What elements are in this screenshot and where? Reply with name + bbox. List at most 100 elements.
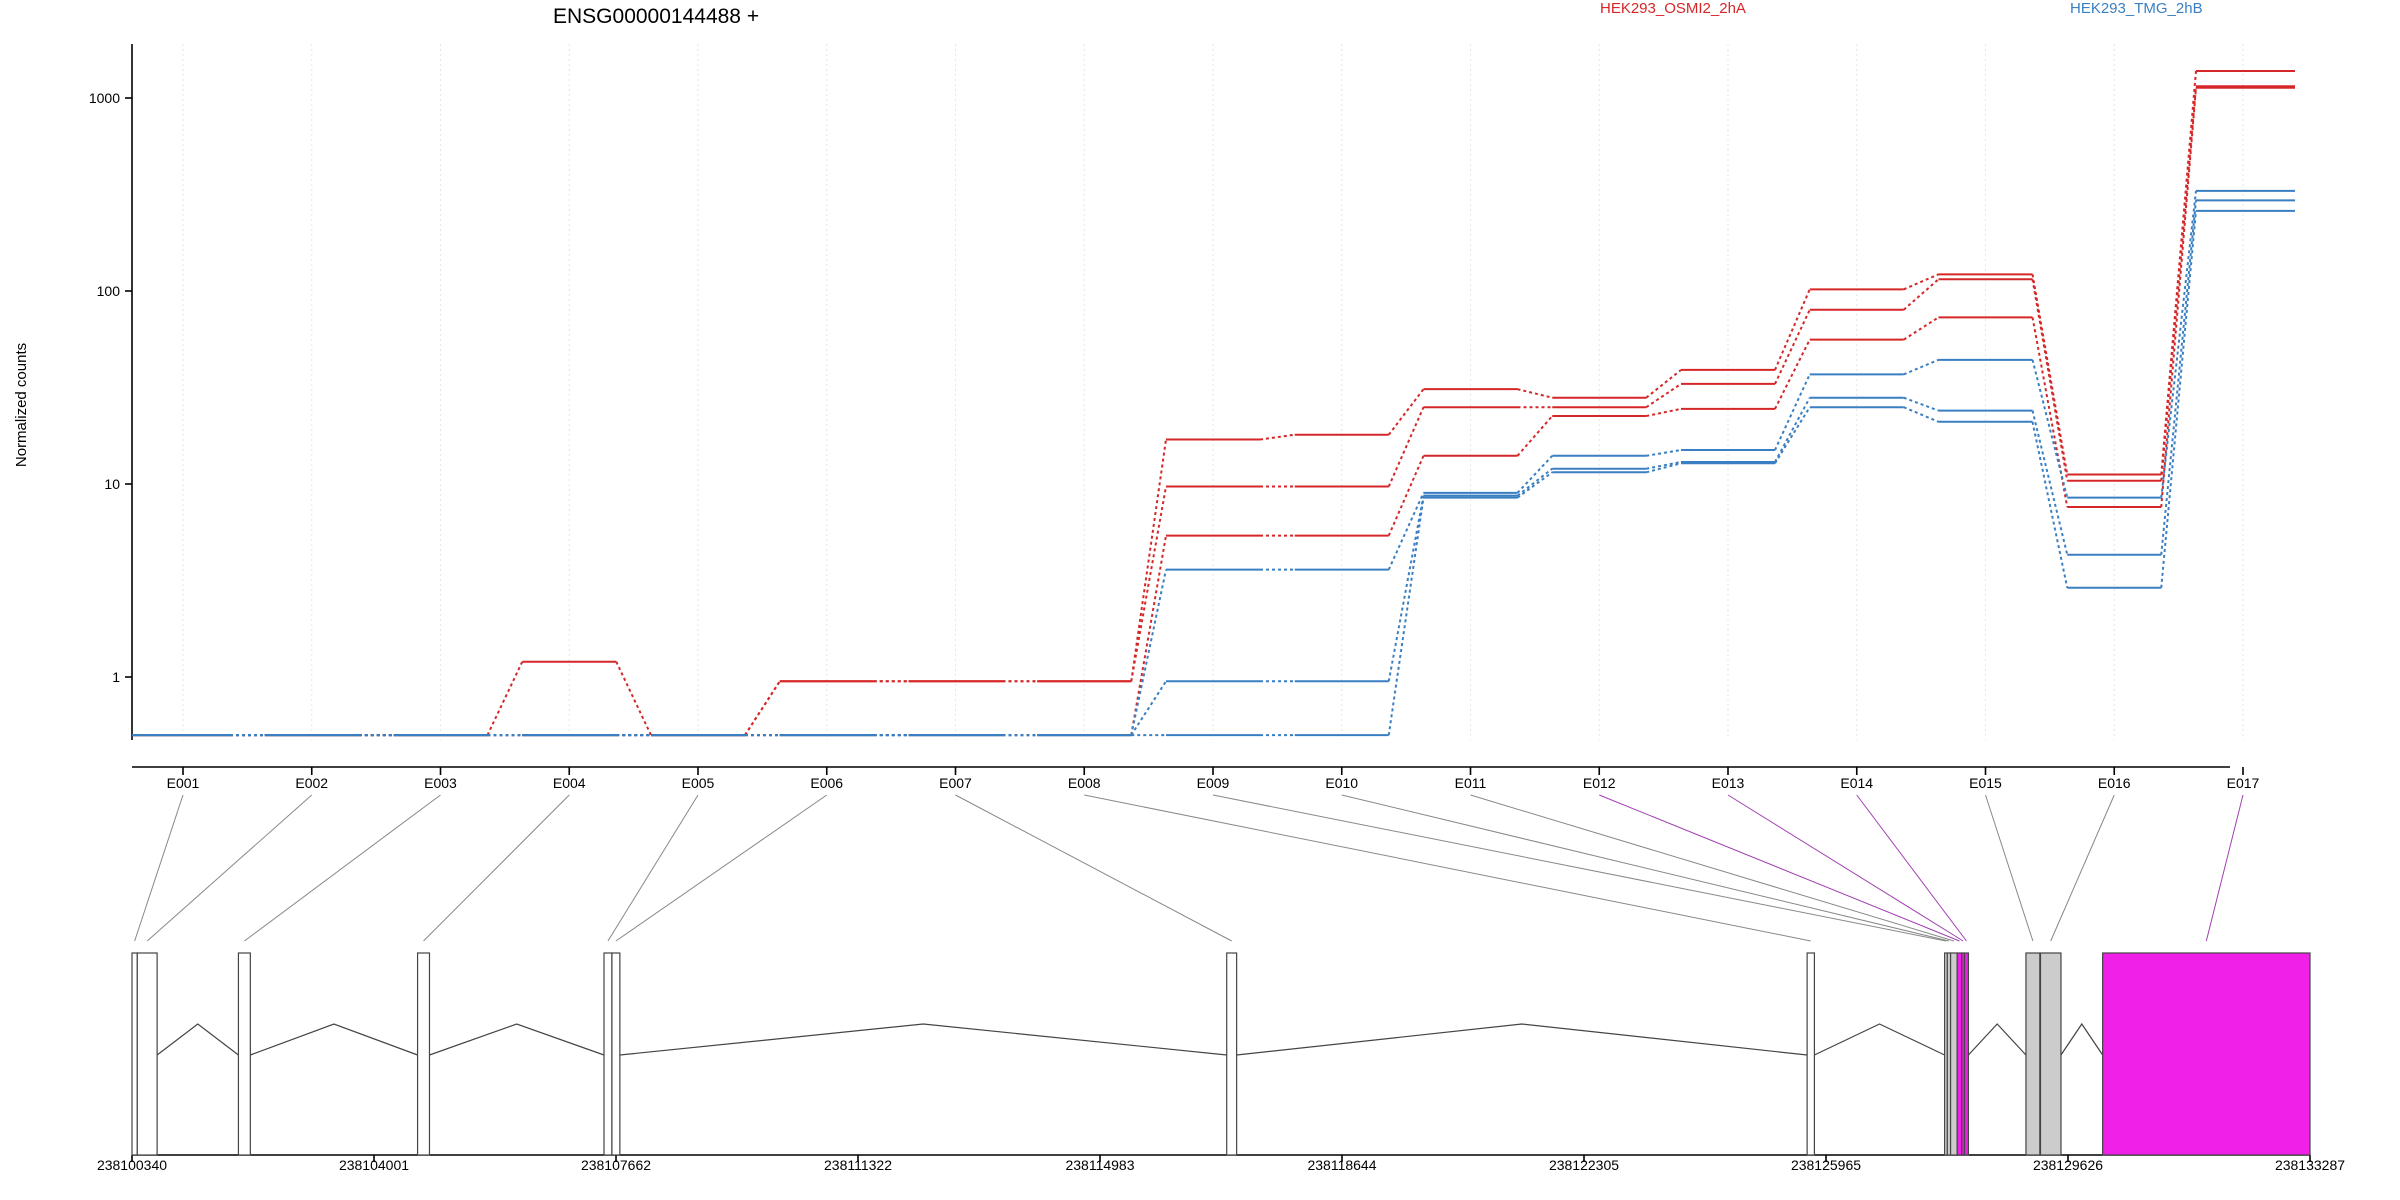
series-4-connector xyxy=(2160,200,2197,555)
genome-tick-label: 238111322 xyxy=(824,1157,892,1173)
genome-tick-label: 238114983 xyxy=(1065,1157,1134,1173)
series-3-connector xyxy=(1774,373,1811,451)
series-3-connector xyxy=(1646,449,1682,457)
series-0-connector xyxy=(1517,388,1553,399)
plot-grid xyxy=(182,44,2244,740)
x-tick-label: E011 xyxy=(1455,775,1487,791)
x-tick-label: E009 xyxy=(1197,775,1230,791)
exon-box xyxy=(2039,952,2062,1156)
series-0-connector xyxy=(1130,439,1167,682)
exon-box xyxy=(131,952,138,1156)
exon-box xyxy=(136,952,158,1156)
plot-axes: 1 10 100 1000 E001 E002 E003 E004 E005 E006 E007 E0… xyxy=(89,44,2345,1173)
y-tick-label: 1 xyxy=(112,669,120,685)
genome-tick-label: 238133287 xyxy=(2275,1157,2345,1173)
series-3-connector xyxy=(1130,569,1167,736)
exon-box xyxy=(603,952,613,1156)
intron-line xyxy=(1967,1023,2027,1056)
series-2-connector xyxy=(1387,455,1425,537)
exon-box xyxy=(1226,952,1238,1156)
intron-line xyxy=(2060,1022,2104,1056)
x-tick-label: E013 xyxy=(1712,775,1745,791)
exon-link-e007 xyxy=(955,794,1232,942)
series-4-connector xyxy=(1774,397,1811,463)
genome-tick-label: 238118644 xyxy=(1307,1157,1376,1173)
series-0-connector xyxy=(1259,433,1295,441)
series-4-connector xyxy=(2031,410,2069,555)
exon-link-e017 xyxy=(2205,794,2244,942)
series-1-connector xyxy=(744,680,781,736)
series-5-connector xyxy=(2031,421,2069,588)
exon-link-e013 xyxy=(1727,794,1964,942)
exon-link-e009 xyxy=(1212,794,1947,942)
intron-line xyxy=(1236,1023,1808,1056)
exon-box xyxy=(611,952,621,1156)
series-lines xyxy=(132,70,2295,737)
exon-link-e010 xyxy=(1341,794,1950,942)
series-0-connector xyxy=(1903,273,1939,291)
y-tick-label: 1000 xyxy=(89,90,120,106)
legend-entry-osmi: HEK293_OSMI2_2hA xyxy=(1600,0,1746,17)
series-1-connector xyxy=(1130,486,1167,682)
exon-box xyxy=(2102,952,2311,1156)
series-4-connector xyxy=(1516,467,1553,497)
series-3-connector xyxy=(1903,358,1939,376)
series-4-connector xyxy=(1903,396,1939,412)
series-0-connector xyxy=(615,661,652,736)
x-tick-label: E005 xyxy=(682,775,715,791)
exon-link-e004 xyxy=(423,794,570,942)
series-1-connector xyxy=(1387,406,1425,487)
genome-tick-label: 238100340 xyxy=(97,1157,167,1173)
series-4-connector xyxy=(1387,495,1425,682)
series-0-connector xyxy=(1645,369,1682,399)
exon-link-e012 xyxy=(1599,794,1960,942)
exon-link-e003 xyxy=(244,794,441,942)
intron-line xyxy=(156,1023,239,1056)
series-2-connector xyxy=(1130,535,1167,736)
exon-box xyxy=(2025,952,2041,1156)
legend-entry-tmg: HEK293_TMG_2hB xyxy=(2070,0,2203,17)
series-1-connector xyxy=(1903,278,1940,311)
exon-box xyxy=(237,952,251,1156)
series-0-connector xyxy=(486,661,524,736)
exon-link-e006 xyxy=(615,794,828,942)
series-1-connector xyxy=(1774,309,1811,385)
gene-model xyxy=(131,952,2311,1156)
genome-tick-label: 238129626 xyxy=(2033,1157,2103,1173)
genome-tick-label: 238107662 xyxy=(581,1157,651,1173)
x-tick-label: E004 xyxy=(553,775,586,791)
series-0-connector xyxy=(2031,274,2069,475)
exon-link-e001 xyxy=(134,794,184,942)
exon-box xyxy=(1806,952,1816,1156)
series-1-connector xyxy=(2031,279,2069,481)
x-tick-label: E014 xyxy=(1840,775,1873,791)
series-5-connector xyxy=(1774,406,1811,464)
x-tick-label: E016 xyxy=(2098,775,2131,791)
intron-line xyxy=(250,1023,418,1056)
exon-box xyxy=(416,952,431,1156)
series-3-connector xyxy=(1516,455,1553,494)
series-0-connector xyxy=(1387,388,1425,436)
exon-link-e016 xyxy=(2050,794,2115,942)
exon-link-e011 xyxy=(1470,794,1955,942)
exon-link-e014 xyxy=(1856,794,1967,942)
exon-box xyxy=(1949,952,1958,1156)
series-2-connector xyxy=(1646,407,1682,418)
genome-tick-label: 238104001 xyxy=(339,1157,409,1173)
series-5-connector xyxy=(1387,497,1425,736)
intron-line xyxy=(1814,1023,1945,1056)
series-5-connector xyxy=(1516,471,1553,499)
series-5-connector xyxy=(2160,210,2197,588)
x-tick-label: E003 xyxy=(424,775,457,791)
y-tick-label: 100 xyxy=(97,283,121,299)
exon-box xyxy=(1963,952,1970,1156)
intron-line xyxy=(619,1023,1227,1056)
genome-tick-label: 238125965 xyxy=(1791,1157,1861,1173)
x-tick-label: E006 xyxy=(810,775,843,791)
series-2-connector xyxy=(1903,316,1940,341)
intron-line xyxy=(429,1023,605,1056)
y-axis-label: Normalized counts xyxy=(13,343,30,467)
series-5-connector xyxy=(1903,406,1939,423)
x-tick-label: E008 xyxy=(1068,775,1101,791)
